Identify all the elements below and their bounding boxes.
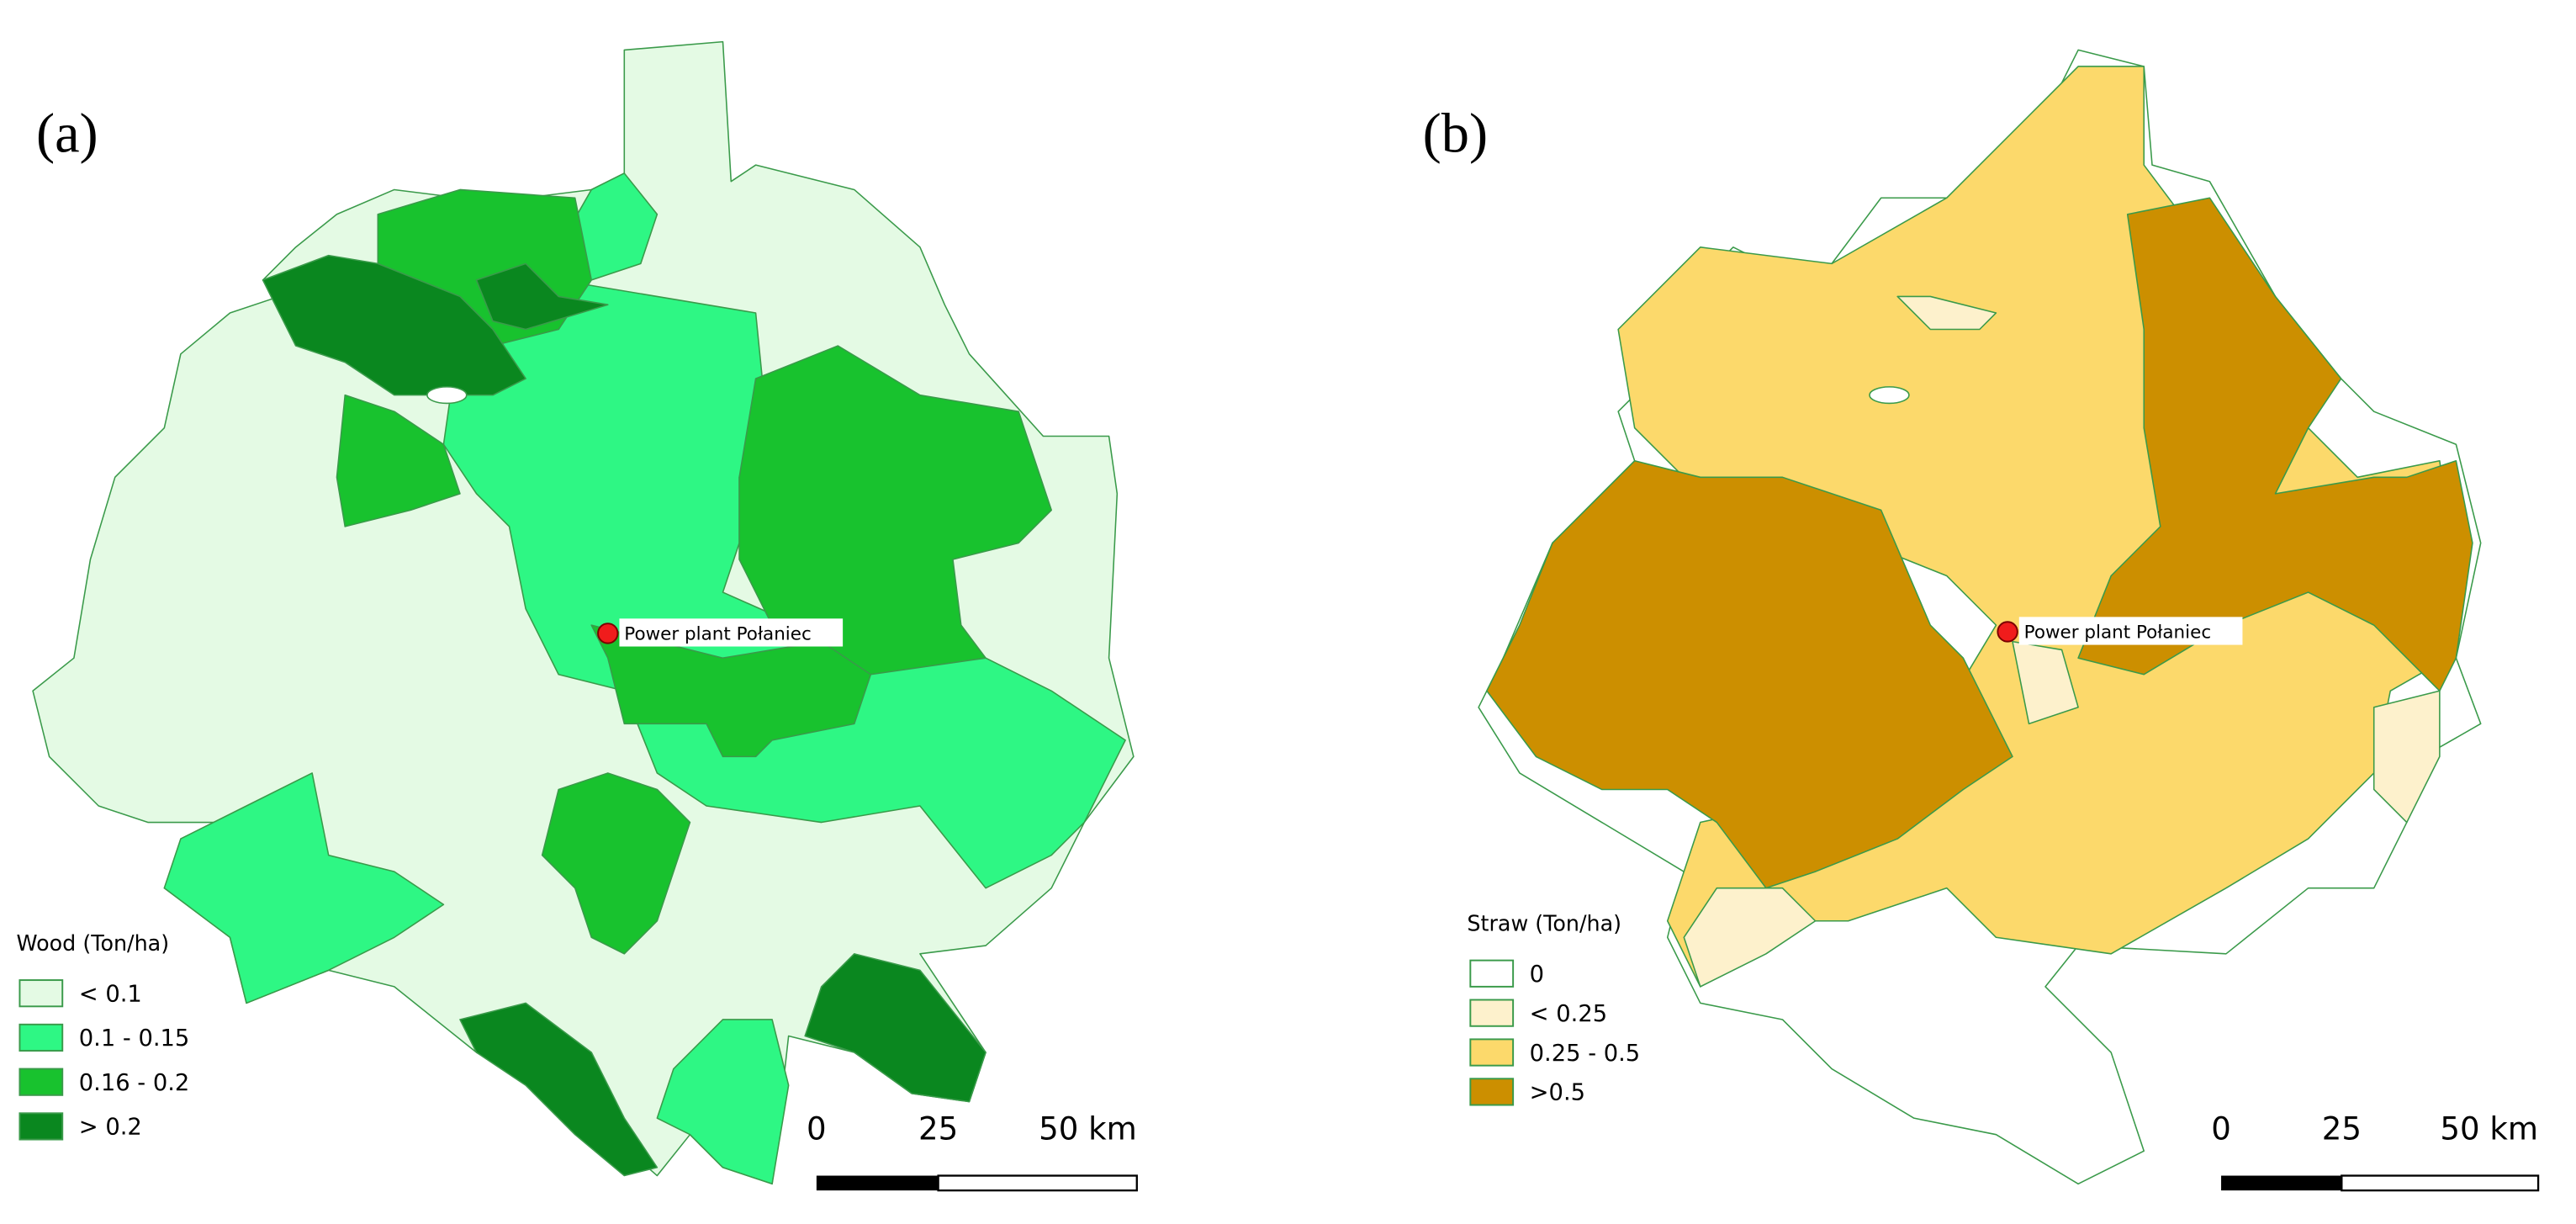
legend-title: Straw (Ton/ha) <box>1467 910 1621 935</box>
legend-title: Wood (Ton/ha) <box>17 930 170 956</box>
legend-item: 0.25 - 0.5 <box>1530 1041 1641 1067</box>
legend-swatch <box>19 1068 64 1096</box>
region <box>1683 887 1817 988</box>
legend-swatch <box>1469 959 1515 988</box>
region <box>2372 690 2441 824</box>
region <box>1486 460 2013 889</box>
region <box>541 772 691 955</box>
lake <box>426 386 468 405</box>
map-panel: (a) Power plant Połaniec Wood (Ton/ha) < 0… <box>17 40 1138 1192</box>
scale-label: 0 <box>2211 1111 2231 1147</box>
legend-item: 0.1 - 0.15 <box>79 1025 190 1052</box>
legend-item: 0 <box>1530 962 1544 988</box>
region <box>804 953 986 1103</box>
power-plant-marker <box>597 623 619 644</box>
marker-label: Power plant Połaniec <box>624 624 812 645</box>
legend-item: > 0.2 <box>79 1115 142 1141</box>
map-panel: (b) Power plant Połaniec Straw (Ton/ha) 0 <… <box>1423 49 2540 1192</box>
legend-item: >0.5 <box>1530 1080 1585 1106</box>
scale-bar-black <box>816 1175 939 1191</box>
legend-swatch <box>1469 999 1515 1027</box>
legend-swatch <box>19 979 64 1008</box>
region <box>2012 640 2079 725</box>
region <box>1896 295 1997 331</box>
legend-swatch <box>1469 1078 1515 1106</box>
marker-label-box <box>619 618 844 647</box>
region <box>459 1002 659 1177</box>
region <box>656 1019 790 1185</box>
legend-item: < 0.25 <box>1530 1001 1607 1027</box>
scale-bar-white <box>937 1174 1138 1192</box>
scale-label: 50 km <box>2440 1111 2538 1147</box>
panel-label: (b) <box>1423 103 1488 165</box>
region <box>738 345 1052 676</box>
panel-label: (a) <box>36 103 98 165</box>
legend-swatch <box>1469 1038 1515 1067</box>
power-plant-marker <box>1997 621 2018 643</box>
legend-item: < 0.1 <box>79 981 142 1007</box>
region <box>336 394 461 527</box>
scale-bar-white <box>2341 1174 2540 1192</box>
scale-label: 25 <box>2322 1111 2362 1147</box>
marker-label: Power plant Połaniec <box>2024 623 2212 644</box>
scale-bar-black <box>2221 1175 2342 1191</box>
scale-label: 0 <box>807 1111 827 1147</box>
legend-item: 0.16 - 0.2 <box>79 1070 190 1096</box>
lake <box>1869 386 1910 405</box>
region <box>475 262 609 331</box>
region <box>262 254 526 396</box>
region <box>2077 197 2473 692</box>
legend-swatch <box>19 1112 64 1141</box>
marker-label-box <box>2018 617 2243 645</box>
scale-label: 25 <box>918 1111 958 1147</box>
region <box>590 624 872 758</box>
scale-label: 50 km <box>1039 1111 1137 1147</box>
region <box>163 772 445 1004</box>
legend-swatch <box>19 1023 64 1052</box>
